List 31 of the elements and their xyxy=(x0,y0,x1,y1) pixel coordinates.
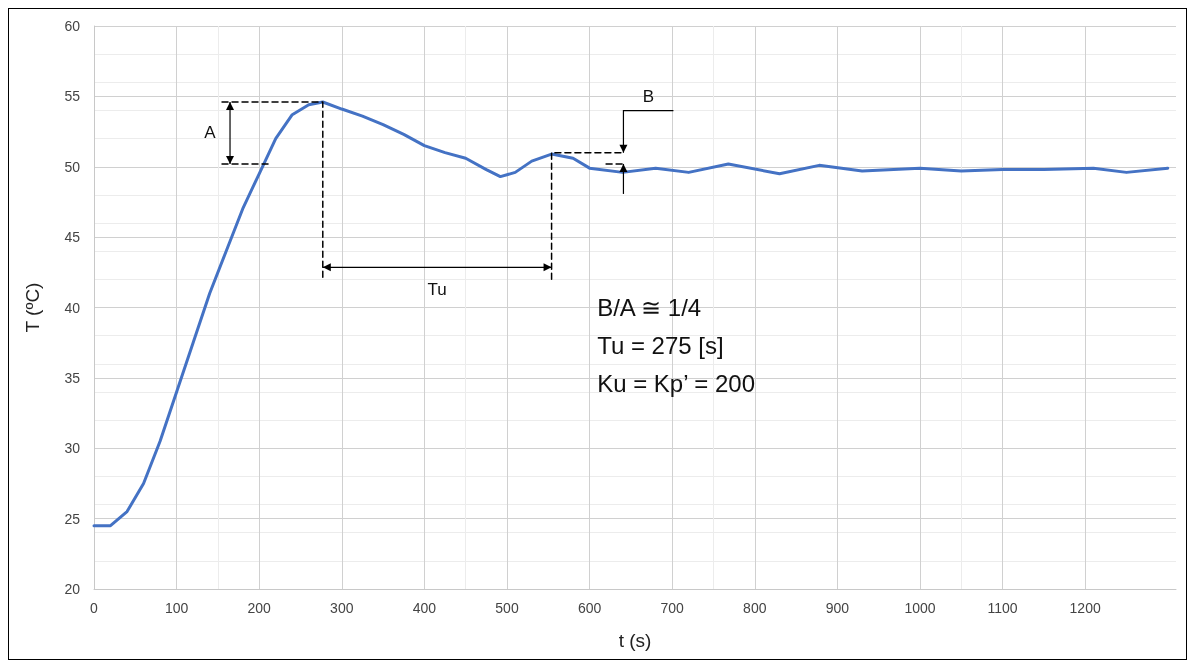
x-tick-label: 400 xyxy=(412,600,437,616)
x-tick-label: 700 xyxy=(660,600,685,616)
x-tick-label: 200 xyxy=(247,600,272,616)
x-tick-label: 600 xyxy=(577,600,602,616)
annotation: Tu = 275 [s] xyxy=(597,332,724,359)
annotation: B xyxy=(642,87,655,107)
y-tick-label: 60 xyxy=(64,18,81,34)
x-axis-title: t (s) xyxy=(618,630,652,651)
annotation: Tu xyxy=(427,279,447,299)
annotation: B/A ≅ 1/4 xyxy=(597,294,702,321)
y-tick-label: 25 xyxy=(64,510,81,527)
x-tick-label: 1200 xyxy=(1069,600,1101,616)
y-tick-label: 50 xyxy=(64,158,81,175)
y-tick-label: 30 xyxy=(64,440,81,457)
y-tick-label: 20 xyxy=(64,581,81,597)
x-tick-label: 0 xyxy=(90,600,99,616)
y-tick-label: 35 xyxy=(64,369,81,386)
x-tick-label: 900 xyxy=(825,600,850,616)
x-tick-label: 800 xyxy=(743,600,767,616)
x-tick-label: 100 xyxy=(164,600,189,616)
y-tick-label: 55 xyxy=(64,88,81,105)
y-axis-title: T (ºC) xyxy=(22,282,43,333)
y-tick-label: 45 xyxy=(64,229,81,246)
y-tick-label: 40 xyxy=(64,299,81,316)
x-tick-label: 500 xyxy=(495,600,519,616)
line-series xyxy=(92,100,1170,528)
annotation: Ku = Kp’ = 200 xyxy=(597,370,756,397)
x-tick-label: 1100 xyxy=(987,600,1018,616)
annotation: A xyxy=(204,123,217,143)
x-tick-label: 1000 xyxy=(904,600,936,616)
x-tick-label: 300 xyxy=(330,600,354,616)
